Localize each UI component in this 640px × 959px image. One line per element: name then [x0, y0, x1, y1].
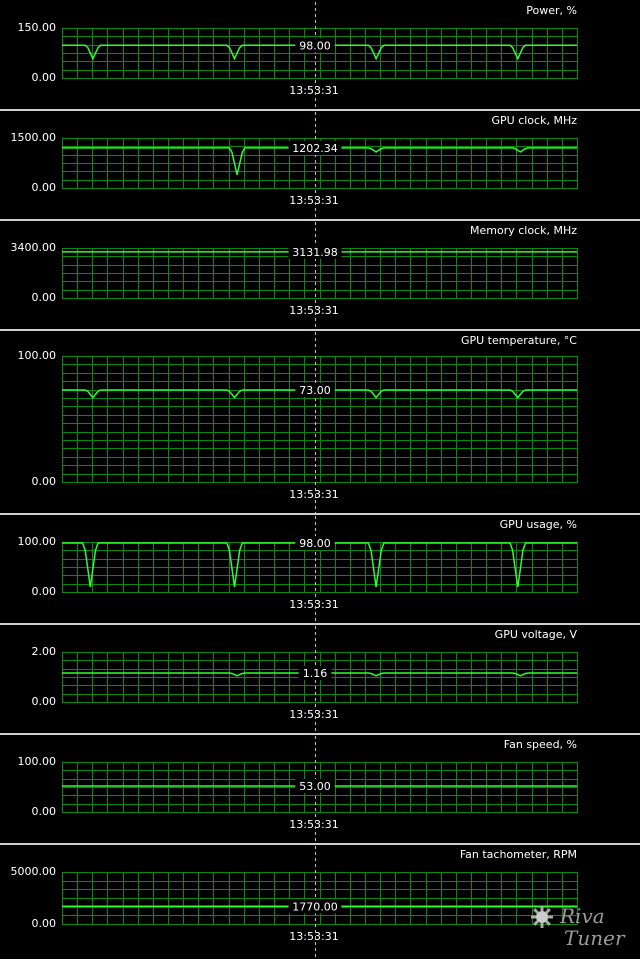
y-axis-min-label: 0.00: [31, 695, 57, 708]
cursor-time-label: 13:53:31: [289, 488, 339, 501]
graph-title: GPU temperature, °C: [460, 334, 577, 347]
graph-grid: [62, 872, 578, 925]
y-axis-max-label: 100.00: [17, 535, 57, 548]
y-axis-max-label: 1500.00: [10, 131, 57, 144]
cursor-time-label: 13:53:31: [289, 708, 339, 721]
graph-plot[interactable]: 1770.00: [62, 846, 578, 959]
gear-sun-icon: [531, 906, 553, 928]
graph-title: Fan tachometer, RPM: [459, 848, 577, 861]
y-axis-min-label: 0.00: [31, 71, 57, 84]
cursor-value-bg: [295, 383, 335, 398]
cursor-time-label: 13:53:31: [289, 84, 339, 97]
graph-panel: Fan tachometer, RPM 5000.00 0.00 13:53:31 17…: [0, 843, 640, 959]
graph-panel: GPU clock, MHz 1500.00 0.00 13:53:31 1202.34: [0, 109, 640, 222]
graph-grid: [62, 356, 578, 483]
logo-text-bottom: Tuner: [564, 926, 626, 949]
cursor-time-label: 13:53:31: [289, 818, 339, 831]
graph-plot[interactable]: 53.00: [62, 736, 578, 846]
y-axis-min-label: 0.00: [31, 475, 57, 488]
graph-plot[interactable]: 98.00: [62, 516, 578, 626]
cursor-value-bg: [288, 244, 342, 259]
graph-plot[interactable]: 98.00: [62, 2, 578, 112]
graph-plot[interactable]: 73.00: [62, 332, 578, 516]
panel-separator: [0, 733, 640, 735]
graph-panel: Power, % 150.00 0.00 13:53:31 98.00: [0, 0, 640, 110]
y-axis-max-label: 100.00: [17, 755, 57, 768]
graph-plot[interactable]: 1202.34: [62, 112, 578, 222]
panel-separator: [0, 329, 640, 331]
cursor-value-label: 1.16: [303, 667, 328, 680]
panel-separator: [0, 513, 640, 515]
y-axis-min-label: 0.00: [31, 917, 57, 930]
graph-title: GPU voltage, V: [494, 628, 577, 641]
cursor-value-label: 53.00: [299, 780, 331, 793]
cursor-value-bg: [295, 38, 335, 53]
cursor-value-label: 3131.98: [292, 246, 338, 259]
cursor-value-bg: [288, 140, 342, 155]
logo-text-top: Riva: [559, 904, 605, 928]
graph-title: GPU clock, MHz: [491, 114, 578, 127]
graph-title: Memory clock, MHz: [469, 224, 577, 237]
graph-panel: Memory clock, MHz 3400.00 0.00 13:53:31 3131…: [0, 219, 640, 332]
graph-grid: [62, 542, 578, 593]
cursor-value-bg: [295, 536, 335, 550]
cursor-value-bg: [295, 779, 335, 793]
cursor-value-bg: [298, 666, 332, 680]
panel-separator: [0, 623, 640, 625]
y-axis-max-label: 2.00: [31, 645, 57, 658]
y-axis-max-label: 5000.00: [10, 865, 57, 878]
y-axis-min-label: 0.00: [31, 805, 57, 818]
cursor-value-label: 73.00: [299, 384, 331, 397]
cursor-time-label: 13:53:31: [289, 930, 339, 943]
y-axis-min-label: 0.00: [31, 181, 57, 194]
graph-title: GPU usage, %: [499, 518, 577, 531]
cursor-value-label: 98.00: [299, 39, 331, 52]
cursor-time-label: 13:53:31: [289, 598, 339, 611]
y-axis-max-label: 150.00: [17, 21, 57, 34]
y-axis-max-label: 3400.00: [10, 241, 57, 254]
cursor-time-label: 13:53:31: [289, 304, 339, 317]
graph-panel: GPU voltage, V 2.00 0.00 13:53:31 1.16: [0, 623, 640, 736]
graph-panel: GPU temperature, °C 100.00 0.00 13:53:31 73.…: [0, 329, 640, 516]
graph-panel: GPU usage, % 100.00 0.00 13:53:31 98.00: [0, 513, 640, 626]
panel-separator: [0, 843, 640, 845]
graph-grid: [62, 28, 578, 79]
graph-title: Power, %: [526, 4, 577, 17]
panel-separator: [0, 109, 640, 111]
graph-plot[interactable]: 1.16: [62, 626, 578, 736]
graph-panel: Fan speed, % 100.00 0.00 13:53:31 53.00: [0, 733, 640, 846]
graph-plot[interactable]: 3131.98: [62, 222, 578, 332]
panel-separator: [0, 219, 640, 221]
cursor-value-label: 98.00: [299, 537, 331, 550]
y-axis-min-label: 0.00: [31, 585, 57, 598]
cursor-time-label: 13:53:31: [289, 194, 339, 207]
cursor-value-label: 1202.34: [292, 142, 338, 155]
graph-title: Fan speed, %: [503, 738, 577, 751]
cursor-value-bg: [288, 899, 342, 914]
y-axis-max-label: 100.00: [17, 349, 57, 362]
cursor-value-label: 1770.00: [292, 900, 338, 913]
y-axis-min-label: 0.00: [31, 291, 57, 304]
graph-grid: [62, 138, 578, 189]
